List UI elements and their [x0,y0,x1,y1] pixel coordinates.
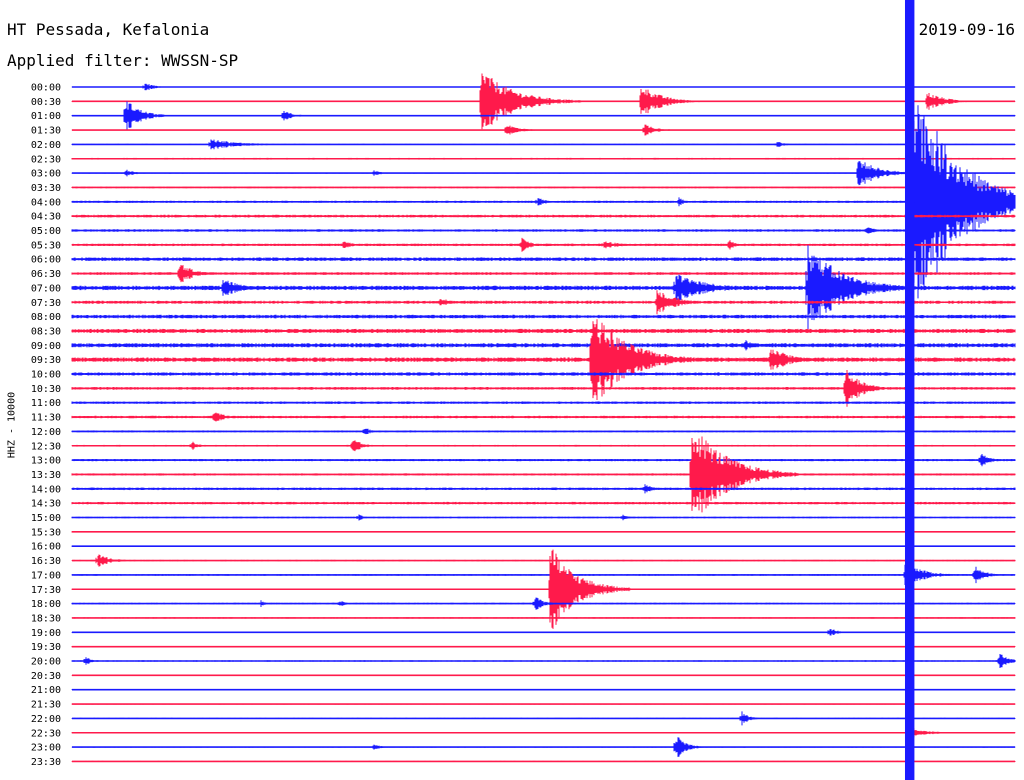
row-label: 20:30 [31,671,61,682]
row-label: 18:00 [31,599,61,610]
row-label: 03:30 [31,183,61,194]
saturated-band [904,0,915,780]
row-label: 21:00 [31,685,61,696]
row-label: 17:30 [31,585,61,596]
row-label: 22:30 [31,728,61,739]
date-label: 2019-09-16 [918,20,1015,39]
row-label: 03:00 [31,169,61,180]
row-label: 19:00 [31,628,61,639]
row-label: 04:00 [31,197,61,208]
filter-label: Applied filter: WWSSN-SP [7,51,239,70]
row-label: 23:30 [31,757,61,768]
row-label: 08:00 [31,312,61,323]
row-label: 12:30 [31,441,61,452]
row-label: 11:30 [31,413,61,424]
row-label: 02:00 [31,140,61,151]
row-label: 00:30 [31,97,61,108]
row-label: 05:30 [31,240,61,251]
row-label: 21:30 [31,700,61,711]
row-label: 12:00 [31,427,61,438]
row-label: 14:00 [31,484,61,495]
row-label: 08:30 [31,326,61,337]
row-label: 13:00 [31,456,61,467]
row-label: 02:30 [31,154,61,165]
row-label: 16:00 [31,542,61,553]
row-label: 01:30 [31,126,61,137]
row-label: 10:00 [31,370,61,381]
row-label: 09:30 [31,355,61,366]
traces [71,73,1016,763]
row-label: 10:30 [31,384,61,395]
row-label: 23:00 [31,743,61,754]
row-label: 22:00 [31,714,61,725]
row-label: 15:30 [31,527,61,538]
row-label: 06:30 [31,269,61,280]
row-label: 07:30 [31,298,61,309]
row-label: 07:00 [31,283,61,294]
row-label: 16:30 [31,556,61,567]
row-label: 20:00 [31,657,61,668]
row-labels: 00:00 00:30 01:00 01:30 02:00 02:30 03:00 03:30… [31,83,61,768]
row-label: 14:30 [31,499,61,510]
row-label: 04:30 [31,212,61,223]
row-label: 05:00 [31,226,61,237]
row-label: 18:30 [31,613,61,624]
row-label: 09:00 [31,341,61,352]
saturated-trace-band [904,0,915,780]
station-title: HT Pessada, Kefalonia [7,20,210,39]
row-label: 11:00 [31,398,61,409]
row-label: 17:00 [31,570,61,581]
row-label: 13:30 [31,470,61,481]
row-label: 06:00 [31,255,61,266]
row-label: 19:30 [31,642,61,653]
row-label: 01:00 [31,111,61,122]
row-label: 00:00 [31,83,61,94]
row-label: 15:00 [31,513,61,524]
